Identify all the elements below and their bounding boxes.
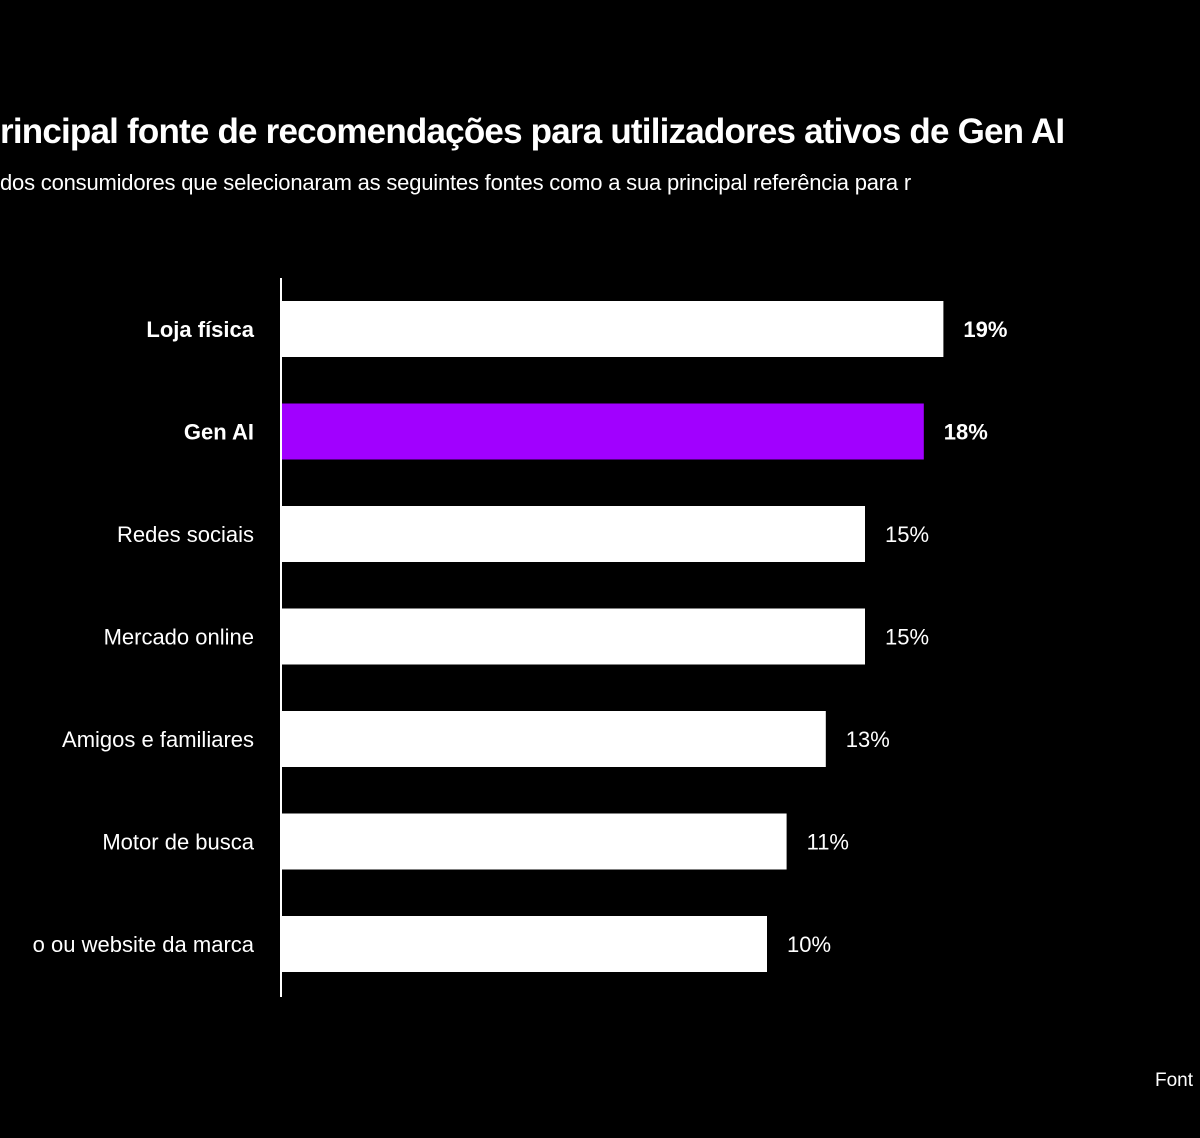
data-label: 11% [807, 830, 849, 855]
data-label: 10% [787, 932, 831, 957]
category-label: Amigos e familiares [62, 727, 254, 752]
data-label: 18% [944, 420, 988, 445]
category-label: Motor de busca [102, 830, 254, 855]
data-label: 13% [846, 727, 890, 752]
source-note: Font [1155, 1070, 1194, 1091]
category-label: Loja física [146, 317, 254, 342]
bar-5 [281, 813, 787, 870]
data-label: 15% [885, 625, 929, 650]
category-label: o ou website da marca [33, 932, 255, 957]
bar-6 [281, 916, 767, 972]
bar-3 [281, 608, 865, 665]
bar-0 [281, 301, 944, 357]
bar-4 [281, 711, 826, 767]
category-label: Gen AI [184, 420, 254, 445]
chart-subtitle: dos consumidores que selecionaram as seg… [0, 170, 911, 195]
bar-1 [281, 403, 924, 460]
data-label: 19% [963, 317, 1007, 342]
bar-2 [281, 506, 865, 562]
chart-title: rincipal fonte de recomendações para uti… [0, 112, 1065, 151]
data-label: 15% [885, 522, 929, 547]
category-label: Redes sociais [117, 522, 254, 547]
category-label: Mercado online [104, 625, 254, 650]
